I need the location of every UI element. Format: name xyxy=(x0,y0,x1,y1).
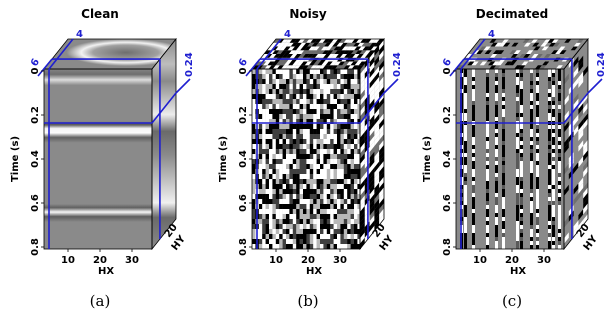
hx-tick-label: 30 xyxy=(125,255,139,266)
hx-tick-label: 20 xyxy=(93,255,107,266)
panel-title: Clean xyxy=(81,7,119,21)
time-tick-label: 0.2 xyxy=(238,106,249,124)
hx-tick-label: 20 xyxy=(505,255,519,266)
top-face xyxy=(456,39,588,69)
hx-tick-label: 30 xyxy=(333,255,347,266)
hx-axis: 10 20 30 HX xyxy=(269,249,347,277)
time-axis-label: Time (s) xyxy=(422,136,433,182)
slice-lines xyxy=(245,38,399,249)
panel-title: Noisy xyxy=(289,7,327,21)
panel-b: Noisy 4 6 0.24 0 0.2 0.4 0.6 0.8 Time (s) 10 20 30 HX… xyxy=(218,7,403,310)
time-tick-label: 0.8 xyxy=(238,238,249,256)
side-face xyxy=(152,39,176,249)
hx-tick-label: 20 xyxy=(301,255,315,266)
panel-a: Clean 4 6 0.24 0 0.2 0.4 0.6 0.8 Time (s) 10 20 30 HX… xyxy=(10,7,195,310)
front-image xyxy=(44,69,152,249)
front-face xyxy=(252,69,361,249)
time-axis: 0 0.2 0.4 0.6 0.8 Time (s) xyxy=(10,67,44,256)
time-tick-label: 0 xyxy=(30,67,41,74)
front-face xyxy=(44,69,152,249)
hx-axis: 10 20 30 HX xyxy=(61,249,139,277)
slice-label-time: 0.24 xyxy=(596,52,606,77)
slice-label-time: 0.24 xyxy=(184,52,195,77)
side-face xyxy=(564,39,588,249)
panel-caption: (b) xyxy=(297,292,318,310)
time-tick-label: 0.4 xyxy=(442,150,453,168)
time-tick-label: 0.6 xyxy=(442,194,453,212)
slice-label-hy: 6 xyxy=(29,57,42,69)
panel-caption: (a) xyxy=(90,292,111,310)
slice-label-time: 0.24 xyxy=(392,52,403,77)
hx-axis-label: HX xyxy=(306,266,322,277)
time-tick-label: 0.2 xyxy=(442,106,453,124)
slice-label-hy: 6 xyxy=(237,57,250,69)
panel-c: Decimated 4 6 0.24 0 0.2 0.4 0.6 0.8 Time (s) 10 20… xyxy=(422,7,606,310)
hx-axis: 10 20 30 HX xyxy=(473,249,551,277)
time-tick-label: 0.8 xyxy=(442,238,453,256)
hx-tick-label: 10 xyxy=(61,255,75,266)
top-face xyxy=(44,39,176,69)
time-axis: 0 0.2 0.4 0.6 0.8 Time (s) xyxy=(218,67,252,256)
slice-lines xyxy=(37,38,191,249)
slice-label-hx: 4 xyxy=(284,29,291,40)
panel-title: Decimated xyxy=(476,7,548,21)
time-tick-label: 0.8 xyxy=(30,238,41,256)
hx-tick-label: 30 xyxy=(537,255,551,266)
slice-label-hx: 4 xyxy=(488,29,495,40)
panel-caption: (c) xyxy=(502,292,522,310)
time-tick-label: 0 xyxy=(238,67,249,74)
hx-axis-label: HX xyxy=(98,266,114,277)
time-tick-label: 0.2 xyxy=(30,106,41,124)
time-axis-label: Time (s) xyxy=(218,136,229,182)
hx-tick-label: 10 xyxy=(269,255,283,266)
slice-label-hy: 6 xyxy=(441,57,454,69)
time-axis-label: Time (s) xyxy=(10,136,21,182)
time-tick-label: 0.4 xyxy=(30,150,41,168)
time-tick-label: 0.6 xyxy=(238,194,249,212)
slice-label-hx: 4 xyxy=(76,29,83,40)
hx-axis-label: HX xyxy=(510,266,526,277)
hx-tick-label: 10 xyxy=(473,255,487,266)
time-tick-label: 0 xyxy=(442,67,453,74)
time-tick-label: 0.6 xyxy=(30,194,41,212)
time-axis: 0 0.2 0.4 0.6 0.8 Time (s) xyxy=(422,67,456,256)
time-tick-label: 0.4 xyxy=(238,150,249,168)
slice-lines xyxy=(449,38,603,249)
front-face xyxy=(456,69,564,249)
side-face xyxy=(360,39,384,249)
